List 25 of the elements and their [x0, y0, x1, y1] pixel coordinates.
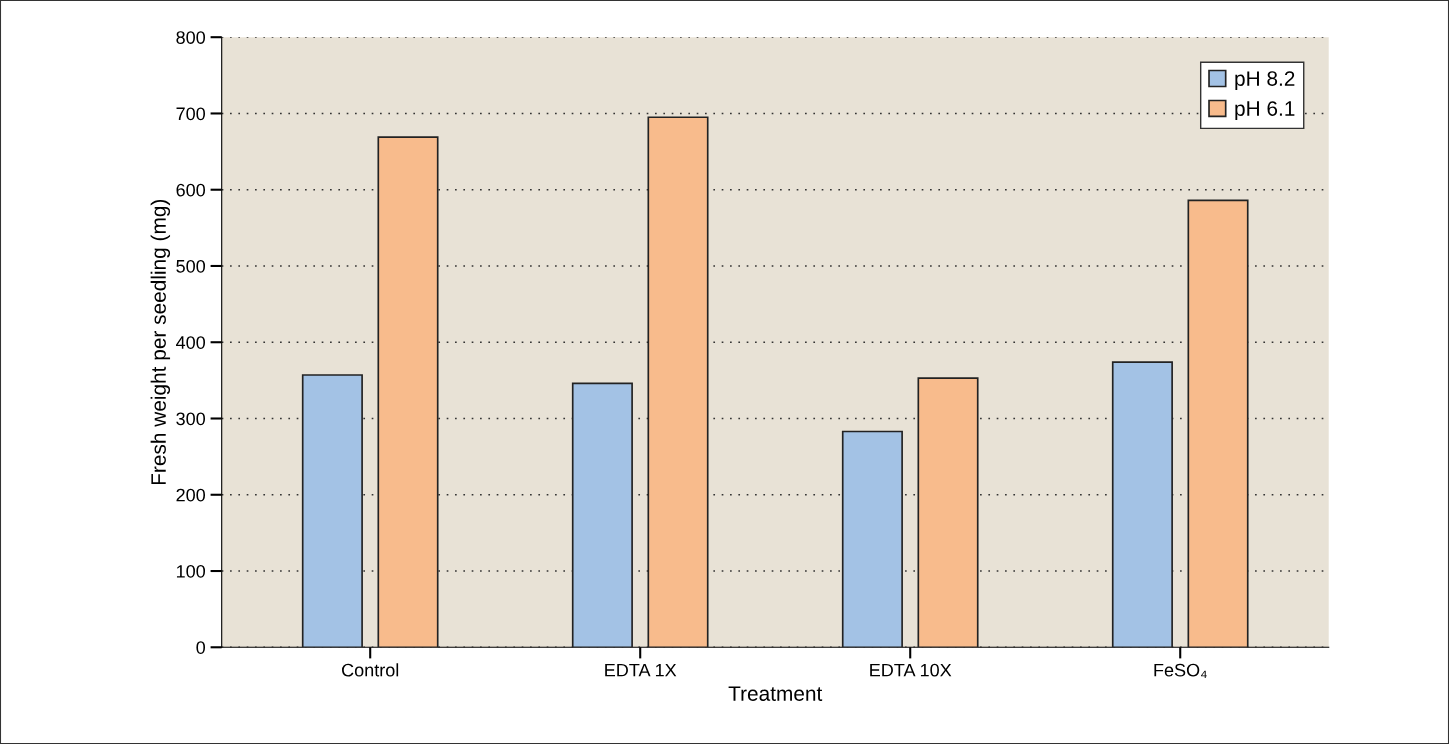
- y-tick-label: 0: [196, 641, 206, 654]
- legend-label: pH 8.2: [1235, 71, 1295, 91]
- bar: [1111, 361, 1173, 648]
- y-tick-label: 200: [176, 488, 206, 502]
- y-tick-label: 500: [176, 259, 206, 273]
- bar: [1187, 199, 1249, 648]
- bar: [841, 430, 903, 648]
- x-tick-label: EDTA 10X: [870, 663, 952, 677]
- x-tick-label: EDTA 1X: [605, 663, 677, 677]
- y-tick-label: 100: [176, 564, 206, 578]
- bar: [917, 377, 979, 648]
- y-tick-label: 400: [176, 336, 206, 349]
- bar: [301, 374, 363, 648]
- y-tick-label: 700: [176, 107, 206, 121]
- y-tick-label: 300: [176, 412, 206, 426]
- x-axis-title: Treatment: [728, 686, 823, 701]
- y-axis-title: Fresh weight per seedling (mg): [150, 199, 171, 485]
- y-tick-label: 800: [176, 31, 206, 44]
- y-tick-label: 600: [176, 183, 206, 197]
- bar: [647, 116, 709, 648]
- bar: [571, 382, 633, 648]
- x-tick-label: Control: [342, 663, 399, 677]
- bar: [377, 136, 439, 648]
- x-tick-label: FeSO₄: [1154, 663, 1207, 678]
- legend-label: pH 6.1: [1235, 101, 1295, 121]
